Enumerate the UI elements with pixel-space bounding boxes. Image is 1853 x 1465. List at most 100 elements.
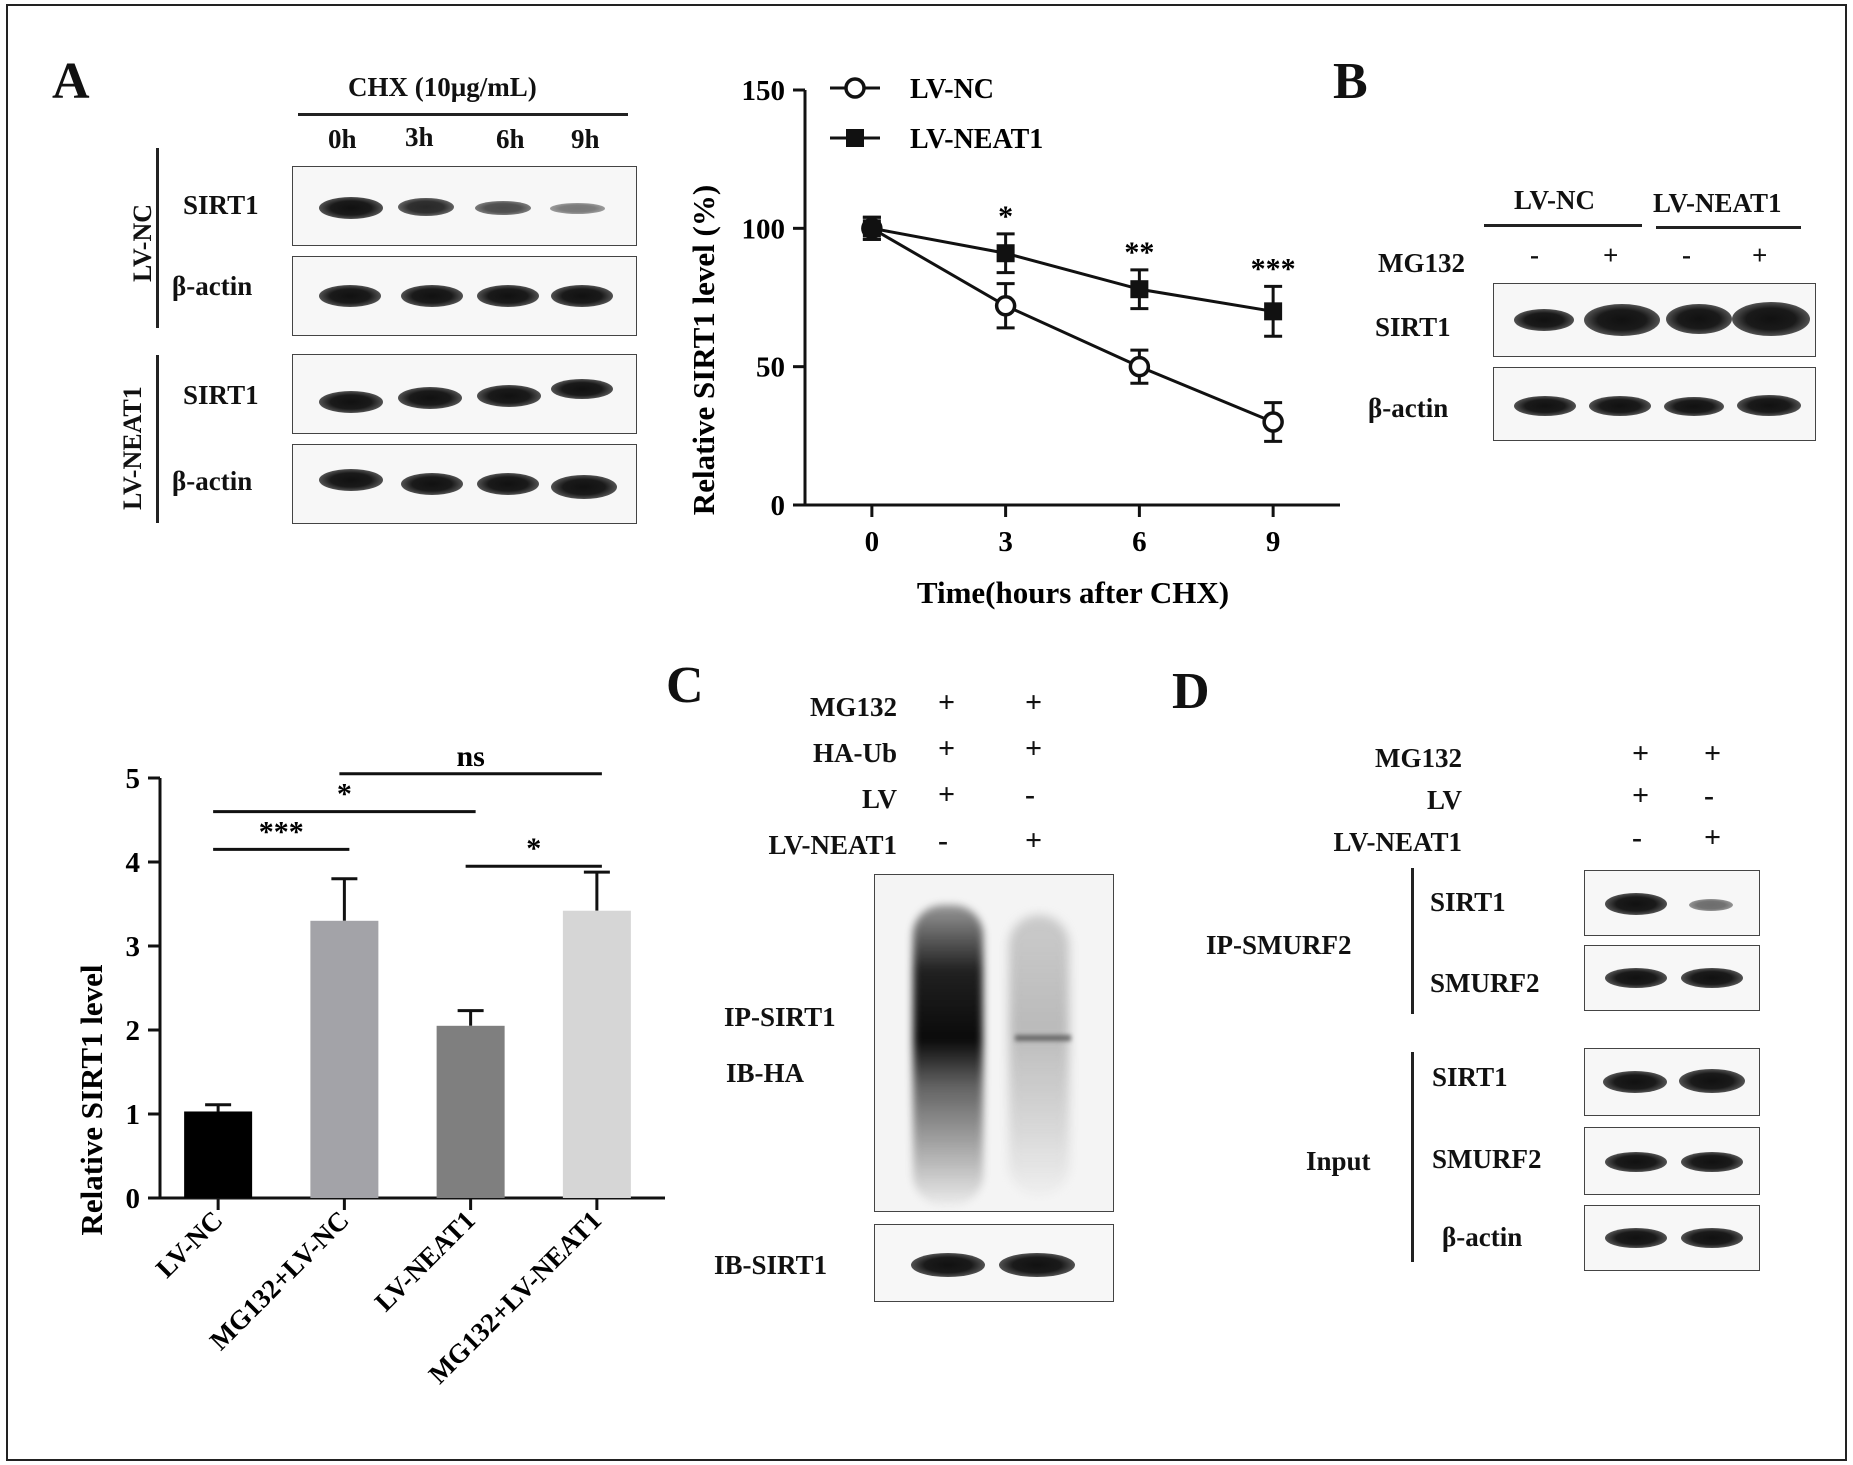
band <box>1514 396 1576 416</box>
line-chart-ylabel: Relative SIRT1 level (%) <box>686 185 721 515</box>
timepoint-3h: 3h <box>405 122 434 152</box>
bar <box>310 920 379 1198</box>
line-chart-legend: LV-NC LV-NEAT1 <box>830 74 1043 155</box>
blot-a-lvneat1-actin <box>292 444 637 524</box>
band <box>1681 968 1743 988</box>
band <box>319 469 383 491</box>
blot-c-sirt1 <box>874 1224 1114 1302</box>
panel-letter-a: A <box>52 53 90 110</box>
significance-label: * <box>998 200 1013 233</box>
blot-d-input-actin <box>1584 1205 1760 1271</box>
group-bracket-lvneat1 <box>156 355 159 523</box>
data-point <box>1128 355 1151 378</box>
figure-frame <box>6 4 1847 1461</box>
significance-label: ** <box>1124 236 1154 269</box>
condition-sign: + <box>1704 821 1722 854</box>
timepoint-6h: 6h <box>496 124 525 154</box>
data-point <box>996 244 1015 263</box>
band <box>551 475 617 499</box>
c-ib-label: IB-HA <box>726 1058 805 1088</box>
band <box>1681 1152 1743 1172</box>
y-tick-label: 100 <box>742 213 786 245</box>
significance-label: * <box>337 778 352 811</box>
smear-band <box>1015 1035 1071 1041</box>
blot-b-actin <box>1493 367 1816 441</box>
bar <box>436 1025 505 1198</box>
series-line <box>871 226 1274 313</box>
significance-label: ns <box>456 740 484 773</box>
y-tick-label: 50 <box>756 352 785 384</box>
condition-sign: + <box>1632 737 1650 770</box>
group-label-lvneat1: LV-NEAT1 <box>118 386 147 510</box>
y-tick-label: 5 <box>126 763 141 795</box>
bar <box>562 910 631 1198</box>
panel-letter-b: B <box>1333 53 1368 110</box>
band <box>1737 395 1801 416</box>
x-tick-label: 3 <box>998 526 1013 558</box>
band <box>1605 968 1667 988</box>
blot-label-actin: β-actin <box>172 466 253 496</box>
band <box>401 285 463 307</box>
condition-label: LV <box>861 784 897 814</box>
blot-d-ip-sirt1 <box>1584 870 1760 936</box>
condition-sign: + <box>938 778 956 811</box>
blot-label-actin: β-actin <box>172 271 253 301</box>
data-point <box>1262 411 1284 433</box>
data-point <box>1264 302 1283 321</box>
b-sign: - <box>1530 240 1539 270</box>
legend-label: LV-NC <box>910 74 994 105</box>
y-tick-label: 0 <box>771 490 786 522</box>
band <box>1664 397 1724 416</box>
c-ip-label: IP-SIRT1 <box>724 1002 836 1032</box>
data-point <box>1130 280 1149 299</box>
condition-label: LV-NEAT1 <box>768 830 897 860</box>
significance-label: *** <box>259 815 304 848</box>
b-sign: - <box>1682 240 1691 270</box>
blot-a-lvneat1-sirt1 <box>292 354 637 434</box>
condition-sign: - <box>938 824 948 857</box>
b-mg132-label: MG132 <box>1378 248 1465 278</box>
panel-letter-d: D <box>1172 663 1210 720</box>
x-tick-label: LV-NC <box>150 1205 228 1283</box>
significance-label: * <box>526 832 541 865</box>
band <box>475 201 531 215</box>
x-tick-label: LV-NEAT1 <box>369 1205 481 1317</box>
y-tick-label: 1 <box>126 1099 141 1131</box>
band <box>319 391 383 413</box>
c-ib2-label: IB-SIRT1 <box>714 1250 828 1280</box>
condition-label: HA-Ub <box>812 738 897 768</box>
x-tick-label: 9 <box>1266 526 1281 558</box>
legend-label: LV-NEAT1 <box>910 124 1043 155</box>
band <box>999 1253 1075 1277</box>
band <box>1666 304 1732 334</box>
blot-label-sirt1: SIRT1 <box>183 190 259 220</box>
bar-chart: Relative SIRT1 level 012345LV-NCMG132+LV… <box>74 740 665 1390</box>
d-input-bracket <box>1411 1052 1414 1262</box>
y-tick-label: 3 <box>126 931 141 963</box>
band <box>477 285 539 307</box>
band <box>911 1253 985 1277</box>
band <box>551 379 613 399</box>
d-ip-group-label: IP-SMURF2 <box>1206 930 1352 960</box>
band <box>550 203 605 214</box>
y-tick-label: 150 <box>742 75 786 107</box>
d-input-label-smurf2: SMURF2 <box>1432 1144 1542 1174</box>
legend-marker <box>846 129 864 147</box>
chx-bracket <box>298 113 628 116</box>
legend-marker <box>844 77 866 99</box>
band <box>1689 899 1733 911</box>
condition-sign: + <box>938 686 956 719</box>
band <box>1514 309 1574 331</box>
bar <box>184 1111 253 1198</box>
line-chart: Relative SIRT1 level (%) Time(hours afte… <box>686 74 1340 610</box>
band <box>319 197 383 219</box>
line-chart-xlabel: Time(hours after CHX) <box>917 575 1229 610</box>
band <box>551 285 613 307</box>
chx-treatment-label: CHX (10µg/mL) <box>348 72 537 102</box>
condition-sign: + <box>1025 686 1043 719</box>
y-tick-label: 0 <box>126 1183 141 1215</box>
condition-sign: + <box>1025 732 1043 765</box>
band <box>1605 1228 1667 1248</box>
condition-label: MG132 <box>1375 743 1462 773</box>
d-input-label-actin: β-actin <box>1442 1222 1523 1252</box>
